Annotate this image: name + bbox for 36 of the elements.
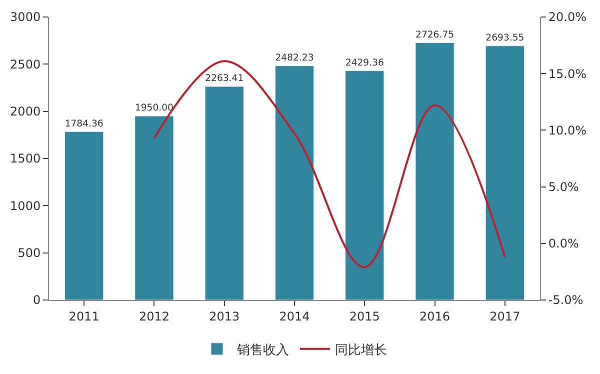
data-label: 1784.36	[64, 118, 104, 130]
legend-label: 销售收入	[236, 342, 289, 358]
bar	[274, 66, 314, 300]
x-tick-label: 2015	[349, 309, 380, 324]
y-tick-label: 3000	[10, 10, 41, 24]
x-tick-label: 2013	[209, 309, 240, 324]
y-tick-label: 0	[32, 293, 41, 308]
data-label: 2726.75	[416, 29, 454, 40]
data-label: 1950.00	[134, 102, 174, 114]
y-tick-label: 2000	[10, 104, 41, 119]
x-tick-label: 2016	[420, 309, 450, 324]
data-label: 2693.55	[486, 32, 524, 44]
y2-tick-label: 0.0%	[548, 236, 579, 251]
x-tick-label: 2017	[490, 309, 520, 324]
data-label: 2429.36	[345, 58, 384, 68]
x-tick-label: 2014	[279, 309, 310, 324]
y2-tick-label: -5.0%	[548, 293, 584, 308]
bar	[485, 46, 524, 300]
y2-tick-label: 15.0%	[548, 66, 587, 81]
legend-label: 同比增长	[335, 342, 387, 358]
bar	[64, 131, 104, 300]
y2-tick-label: 5.0%	[548, 180, 579, 194]
y2-tick-label: 10.0%	[548, 123, 587, 138]
data-label: 2482.23	[275, 52, 314, 64]
y-tick-label: 1500	[10, 152, 41, 166]
x-tick-label: 2012	[138, 309, 170, 324]
bar	[345, 70, 384, 300]
y-tick-label: 500	[18, 246, 41, 260]
data-label: 2263.41	[205, 73, 244, 84]
bar	[134, 116, 174, 300]
bar	[415, 42, 454, 300]
y-tick-label: 1000	[10, 198, 41, 213]
y2-tick-label: 20.0%	[548, 10, 587, 24]
x-tick-label: 2011	[68, 309, 100, 324]
y-tick-label: 2500	[10, 57, 41, 72]
bar	[204, 86, 244, 300]
